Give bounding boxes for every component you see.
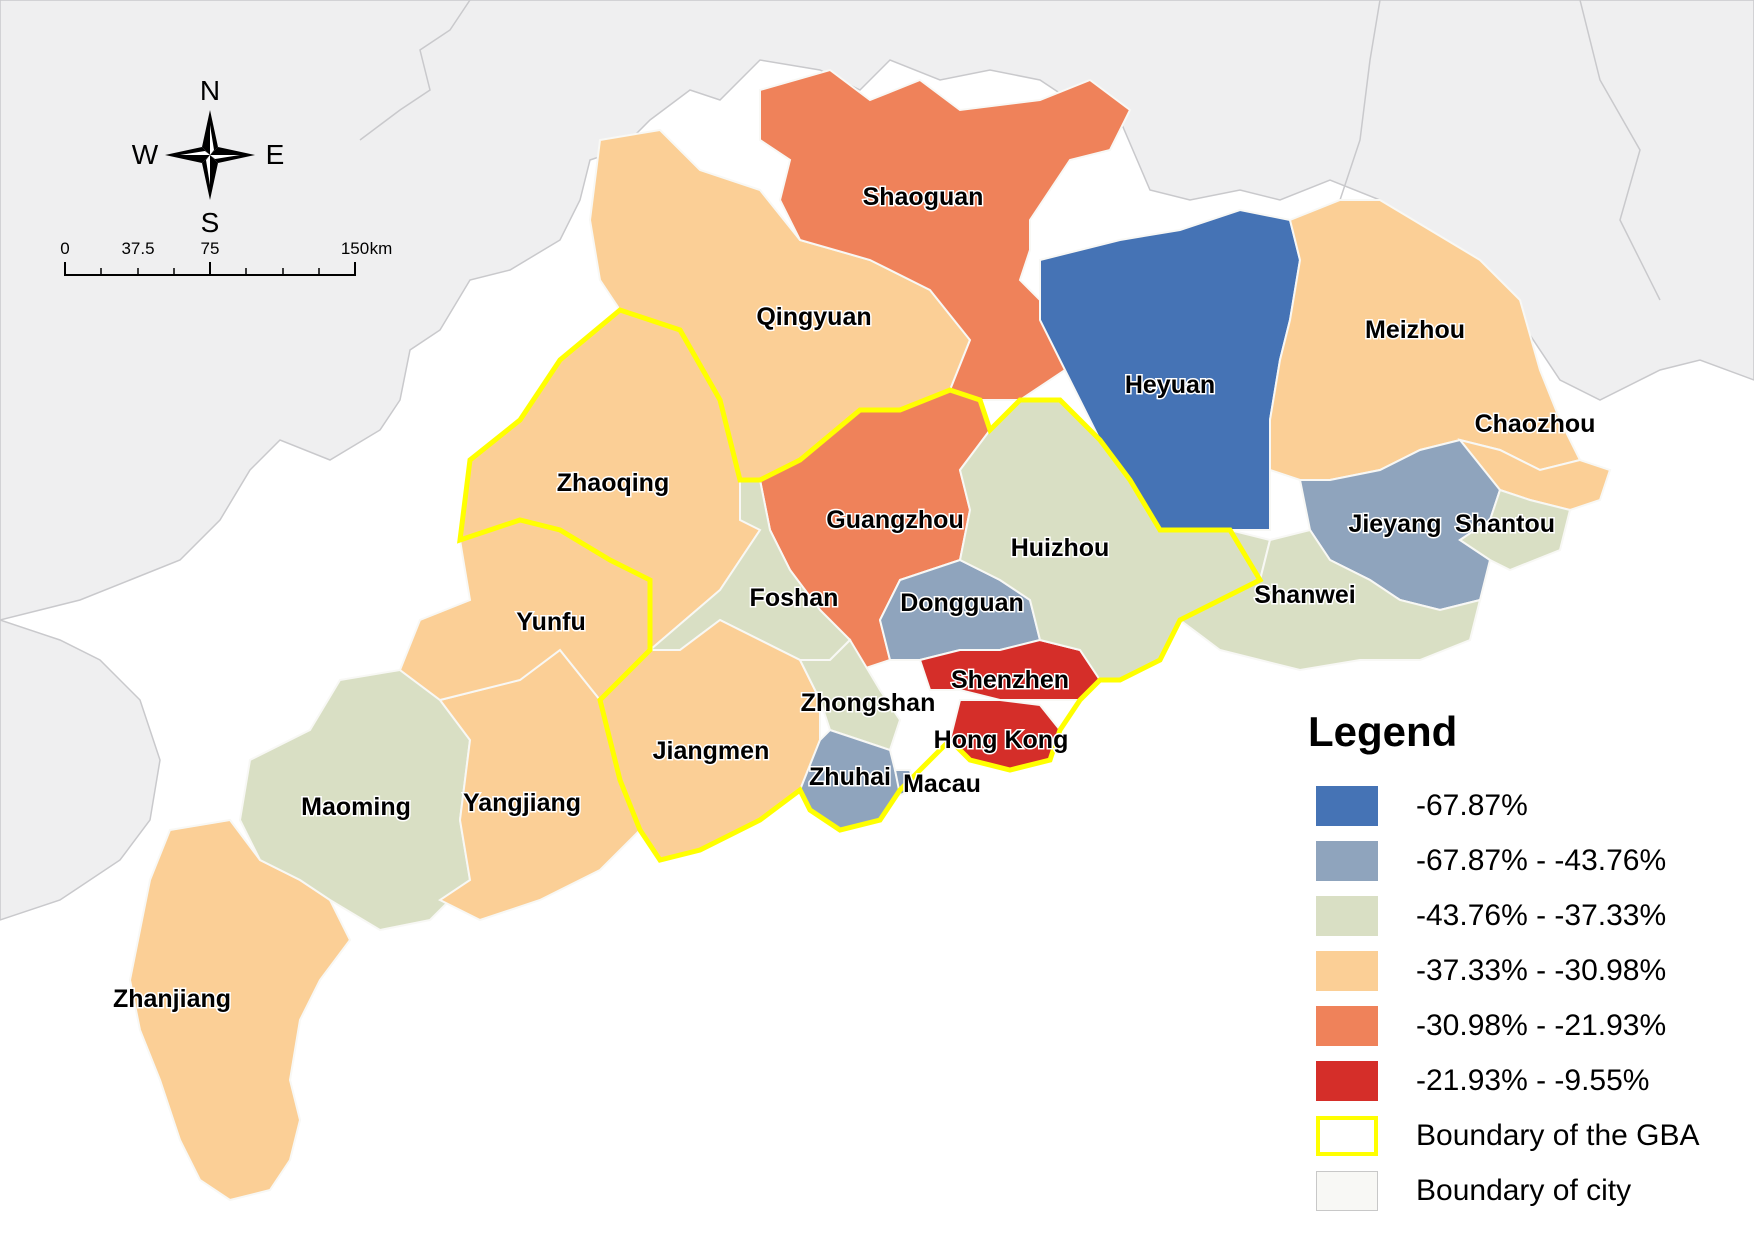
compass-east-label: E — [266, 139, 285, 170]
label-zhaoqing: Zhaoqing — [557, 469, 669, 497]
legend: Legend -67.87% -67.87% - -43.76% -43.76%… — [1308, 708, 1738, 1228]
legend-swatch — [1316, 1171, 1378, 1211]
legend-item: -30.98% - -21.93% — [1316, 1006, 1736, 1050]
label-heyuan: Heyuan — [1125, 371, 1215, 399]
label-yunfu: Yunfu — [516, 608, 585, 636]
scale-tick-37-5: 37.5 — [121, 239, 154, 258]
legend-swatch-outline — [1316, 1116, 1378, 1156]
compass-south-label: S — [201, 207, 220, 238]
legend-item: -67.87% - -43.76% — [1316, 841, 1736, 885]
city-labels: Shaoguan Qingyuan Heyuan Meizhou Chaozho… — [111, 182, 1596, 1015]
scale-bar: 0 37.5 75 150 km — [60, 239, 392, 276]
scale-tick-0: 0 — [60, 239, 69, 258]
label-shantou: Shantou — [1455, 510, 1555, 538]
legend-item: -37.33% - -30.98% — [1316, 951, 1736, 995]
label-chaozhou: Chaozhou — [1475, 410, 1596, 438]
legend-label: Boundary of the GBA — [1416, 1119, 1700, 1152]
label-macau: Macau — [903, 770, 981, 798]
legend-label: -67.87% — [1416, 789, 1528, 822]
legend-swatch — [1316, 786, 1378, 826]
label-zhongshan: Zhongshan — [801, 689, 936, 717]
scale-tick-150: 150 — [341, 239, 369, 258]
legend-swatch — [1316, 1006, 1378, 1046]
label-shanwei: Shanwei — [1254, 581, 1355, 609]
legend-label: -21.93% - -9.55% — [1416, 1064, 1650, 1097]
label-hong-kong: Hong Kong — [934, 726, 1069, 754]
label-zhanjiang: Zhanjiang — [113, 985, 231, 1013]
legend-label: -67.87% - -43.76% — [1416, 844, 1667, 877]
label-maoming: Maoming — [301, 793, 411, 821]
legend-item: Boundary of the GBA — [1316, 1116, 1736, 1160]
legend-item: -67.87% — [1316, 786, 1736, 830]
label-meizhou: Meizhou — [1365, 316, 1465, 344]
compass-north-label: N — [200, 75, 220, 106]
label-foshan: Foshan — [750, 584, 839, 612]
neighbor-land-west — [0, 619, 161, 921]
label-jieyang: Jieyang — [1348, 510, 1441, 538]
legend-label: -43.76% - -37.33% — [1416, 899, 1667, 932]
legend-item: -43.76% - -37.33% — [1316, 896, 1736, 940]
legend-label: -30.98% - -21.93% — [1416, 1009, 1667, 1042]
region-zhongshan — [798, 638, 902, 752]
label-jiangmen: Jiangmen — [653, 737, 770, 765]
label-yangjiang: Yangjiang — [463, 789, 581, 817]
region-shantou — [1458, 488, 1572, 572]
compass-west-label: W — [132, 139, 159, 170]
legend-title: Legend — [1308, 708, 1458, 755]
province-line-north — [359, 0, 1661, 301]
legend-swatch — [1316, 896, 1378, 936]
label-dongguan: Dongguan — [900, 589, 1024, 617]
legend-swatch — [1316, 1061, 1378, 1101]
legend-item: Boundary of city — [1316, 1171, 1736, 1215]
legend-item: -21.93% - -9.55% — [1316, 1061, 1736, 1105]
legend-swatch — [1316, 841, 1378, 881]
label-qingyuan: Qingyuan — [756, 303, 871, 331]
label-shaoguan: Shaoguan — [863, 183, 984, 211]
north-arrow: N S E W — [132, 75, 285, 238]
region-shanwei — [1178, 528, 1482, 672]
label-huizhou: Huizhou — [1011, 534, 1110, 562]
scale-unit: km — [370, 239, 393, 258]
gba-boundary — [457, 307, 1264, 863]
label-zhuhai: Zhuhai — [809, 763, 891, 791]
scale-tick-75: 75 — [201, 239, 220, 258]
legend-label: Boundary of city — [1416, 1174, 1632, 1207]
legend-swatch — [1316, 951, 1378, 991]
legend-label: -37.33% - -30.98% — [1416, 954, 1667, 987]
label-shenzhen: Shenzhen — [951, 666, 1069, 694]
label-guangzhou: Guangzhou — [826, 506, 963, 534]
